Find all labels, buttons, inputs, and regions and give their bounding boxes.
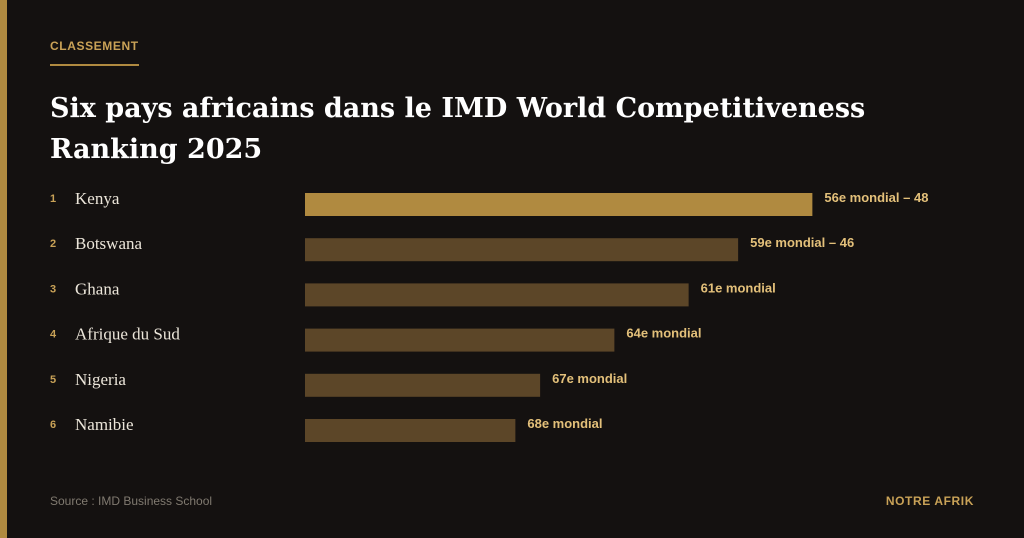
- value-label: 61e mondial: [701, 280, 776, 295]
- value-label: 67e mondial: [552, 371, 627, 386]
- country-label: Namibie: [75, 415, 134, 434]
- bar-nigeria: [305, 373, 541, 397]
- page-title: Six pays africains dans le IMD World Com…: [50, 93, 866, 165]
- rank-number: 3: [50, 283, 56, 295]
- value-label: 68e mondial: [527, 416, 602, 431]
- country-label: Botswana: [75, 234, 143, 253]
- source-note: Source : IMD Business School: [50, 494, 213, 508]
- rank-number: 6: [50, 419, 56, 431]
- bar-kenya: [305, 193, 813, 216]
- bar-botswana: [305, 238, 739, 262]
- bar-afrique-du-sud: [305, 328, 615, 352]
- value-label: 59e mondial – 46: [750, 235, 854, 250]
- rank-number: 2: [50, 238, 56, 250]
- kicker-underline: [50, 64, 139, 66]
- country-label: Ghana: [75, 279, 120, 298]
- value-label: 56e mondial – 48: [824, 190, 928, 205]
- section-kicker: CLASSEMENT: [50, 39, 139, 53]
- bar-namibie: [305, 419, 516, 442]
- brand-logo-text: NOTRE AFRIK: [885, 494, 974, 508]
- country-label: Afrique du Sud: [75, 325, 180, 344]
- bar-ghana: [305, 283, 689, 307]
- country-label: Nigeria: [75, 370, 126, 389]
- rank-number: 5: [50, 374, 56, 386]
- value-label: 64e mondial: [626, 326, 701, 341]
- accent-stripe: [0, 0, 7, 538]
- rank-number: 4: [50, 329, 57, 341]
- country-label: Kenya: [75, 189, 120, 208]
- rank-number: 1: [50, 193, 56, 205]
